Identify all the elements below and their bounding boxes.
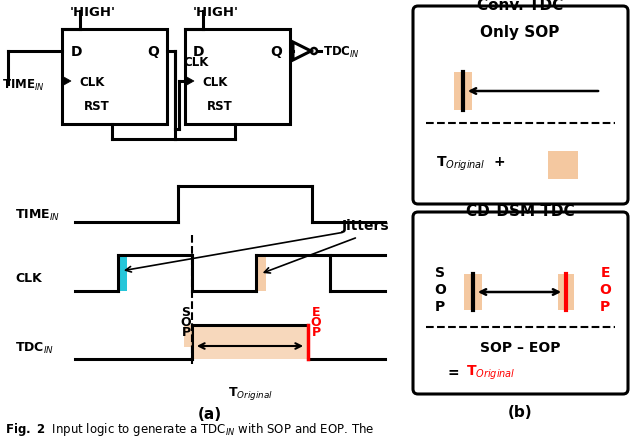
- Text: P: P: [181, 325, 191, 338]
- Text: S: S: [435, 265, 445, 279]
- Text: O: O: [599, 283, 611, 297]
- Bar: [184, 325, 192, 347]
- Bar: [464, 274, 482, 310]
- Text: T$_{Original}$: T$_{Original}$: [228, 384, 273, 401]
- Text: O: O: [434, 283, 446, 297]
- Bar: [192, 325, 308, 359]
- Text: Conv. TDC: Conv. TDC: [477, 0, 563, 12]
- Text: Q: Q: [147, 45, 159, 59]
- Text: TDC$_{IN}$: TDC$_{IN}$: [15, 340, 54, 355]
- Text: RST: RST: [84, 99, 110, 112]
- Text: RST: RST: [207, 99, 233, 112]
- Text: (a): (a): [198, 406, 222, 421]
- Bar: [548, 152, 578, 180]
- Text: P: P: [435, 299, 445, 313]
- Bar: [256, 255, 266, 291]
- Text: TDC$_{IN}$: TDC$_{IN}$: [323, 44, 360, 60]
- Polygon shape: [185, 77, 194, 87]
- Text: $\bf{Fig.\ 2}$  Input logic to generate a TDC$_{IN}$ with SOP and EOP. The: $\bf{Fig.\ 2}$ Input logic to generate a…: [5, 420, 374, 438]
- Text: P: P: [312, 325, 321, 338]
- Polygon shape: [62, 77, 71, 87]
- Bar: [558, 274, 574, 310]
- Text: TIME$_{IN}$: TIME$_{IN}$: [2, 77, 45, 92]
- Text: CD-DSM TDC: CD-DSM TDC: [466, 204, 574, 219]
- Text: CLK: CLK: [202, 75, 228, 88]
- Text: 'HIGH': 'HIGH': [193, 6, 239, 18]
- Text: CLK: CLK: [79, 75, 105, 88]
- Text: CLK: CLK: [15, 271, 42, 284]
- Text: 'HIGH': 'HIGH': [70, 6, 116, 18]
- Text: O: O: [310, 315, 321, 328]
- Text: O: O: [180, 315, 191, 328]
- Bar: [185, 30, 290, 125]
- Text: T$_{Original}$: T$_{Original}$: [466, 363, 516, 381]
- Text: T$_{Original}$  +: T$_{Original}$ +: [436, 155, 506, 173]
- Text: D: D: [70, 45, 82, 59]
- Bar: [454, 73, 472, 111]
- Text: E: E: [600, 265, 610, 279]
- Text: SOP – EOP: SOP – EOP: [480, 340, 560, 354]
- Text: Jitters: Jitters: [342, 219, 390, 233]
- Text: CLK: CLK: [183, 55, 209, 68]
- Bar: [118, 255, 127, 291]
- Bar: [62, 30, 167, 125]
- Text: D: D: [193, 45, 205, 59]
- Text: Q: Q: [270, 45, 282, 59]
- Text: P: P: [600, 299, 610, 313]
- Text: (b): (b): [508, 405, 532, 420]
- Text: S: S: [182, 305, 191, 318]
- Text: Only SOP: Only SOP: [480, 25, 560, 39]
- Text: TIME$_{IN}$: TIME$_{IN}$: [15, 207, 60, 222]
- FancyBboxPatch shape: [413, 7, 628, 205]
- FancyBboxPatch shape: [413, 212, 628, 394]
- Text: =: =: [448, 365, 465, 379]
- Text: E: E: [312, 305, 320, 318]
